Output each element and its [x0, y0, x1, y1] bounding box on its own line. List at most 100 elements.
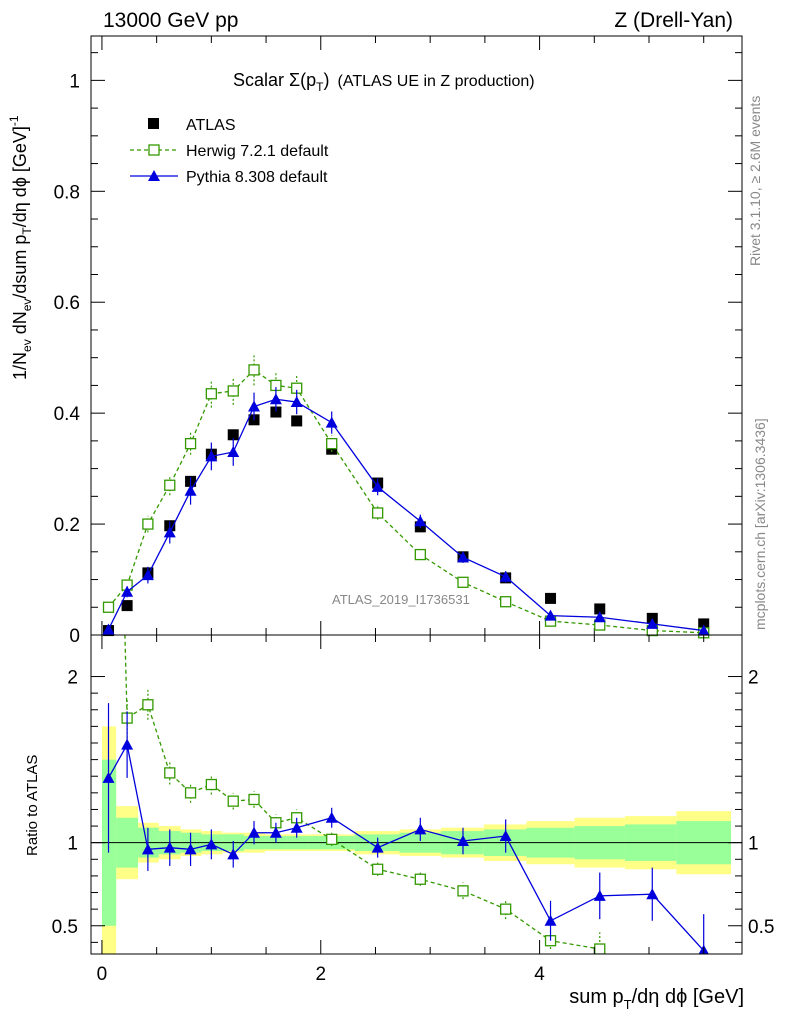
herwig-point [227, 385, 239, 397]
pythia-point [544, 609, 557, 621]
pythia-ratio-point [121, 738, 134, 750]
pythia-ratio-point [325, 811, 338, 823]
herwig-ratio-point [164, 767, 176, 779]
pythia-ratio-point [184, 843, 197, 855]
main-y-axis-label: 1/Nev dNev/dsum pT/dη dϕ [GeV]-1 [7, 115, 34, 380]
ratio-panel [90, 634, 743, 955]
pythia-point [371, 480, 384, 492]
herwig-ratio-point [500, 903, 512, 915]
pythia-point [184, 484, 197, 496]
legend-herwig-label: Herwig 7.2.1 default [186, 143, 329, 160]
legend-atlas-label: ATLAS [186, 117, 236, 134]
atlas-data-point [594, 603, 606, 615]
pythia-point [457, 551, 469, 563]
pythia-point [325, 416, 338, 428]
pythia-point [697, 624, 710, 636]
herwig-point [326, 438, 338, 450]
pythia-point [102, 623, 115, 635]
atlas-data-point [227, 429, 239, 441]
pythia-ratio-point [290, 821, 303, 833]
herwig-ratio-point [594, 943, 606, 954]
herwig-point [248, 364, 260, 376]
herwig-point [142, 518, 154, 530]
pythia-point [499, 570, 512, 582]
pythia-ratio-point [141, 843, 154, 855]
atlas-data-point [270, 406, 282, 418]
herwig-point [500, 596, 512, 608]
mcplots-label: mcplots.cern.ch [arXiv:1306.3436] [752, 418, 768, 630]
herwig-ratio-point [184, 787, 197, 799]
herwig-point [102, 601, 115, 613]
x-axis-label: sum pT/dη dϕ [GeV] [569, 986, 744, 1012]
rivet-label: Rivet 3.1.10, ≥ 2.6M events [747, 96, 763, 266]
pythia-point [593, 611, 606, 623]
atlas-data-point [121, 600, 133, 612]
herwig-ratio-point [142, 699, 154, 711]
header-right: Z (Drell-Yan) [614, 9, 733, 32]
pythia-ratio-point [414, 823, 427, 835]
herwig-point [414, 548, 426, 561]
pythia-point [290, 396, 303, 408]
legend: ATLAS Herwig 7.2.1 default Pythia 8.308 … [130, 117, 329, 186]
main-plot-layer: 0 0.2 0.4 0.6 0.8 1 [54, 36, 742, 647]
pythia-ratio-point [248, 826, 261, 838]
pythia-ratio-point [544, 914, 557, 926]
analysis-watermark: ATLAS_2019_I1736531 [332, 592, 470, 607]
pythia-ratio-point [646, 888, 659, 900]
ratio-y-axis-label: Ratio to ATLAS [24, 755, 41, 856]
pythia-point [205, 450, 218, 462]
legend-pythia-marker [148, 170, 160, 181]
legend-herwig-marker [148, 144, 160, 156]
pythia-point [163, 526, 176, 538]
ratio-y-tick-label: 2 [67, 668, 78, 689]
herwig-ratio-point [248, 793, 260, 806]
plot-title: Scalar Σ(pT) (ATLAS UE in Z production) [233, 70, 535, 94]
ratio-y-tick-label-right: 1 [748, 834, 759, 855]
pythia-point [227, 445, 240, 457]
pythia-point [141, 569, 154, 581]
pythia-ratio-point [163, 841, 176, 853]
ratio-inner [91, 635, 742, 954]
herwig-point [164, 479, 176, 491]
x-tick-label: 4 [534, 964, 545, 985]
main-y-tick-label: 0.8 [54, 182, 80, 203]
pythia-point [121, 585, 134, 597]
ratio-plot-layer: 0.5 0.5 1 1 2 2 0 2 4 [52, 635, 774, 985]
herwig-point [457, 576, 469, 588]
pythia-point [646, 617, 659, 629]
pythia-ratio-point [269, 826, 282, 838]
header-left: 13000 GeV pp [103, 9, 238, 32]
ratio-y-tick-label-right: 2 [748, 668, 759, 689]
herwig-ratio-point [372, 863, 384, 875]
herwig-ratio-line [124, 635, 600, 950]
pythia-ratio-point [205, 838, 218, 850]
pythia-ratio-point [593, 889, 606, 901]
herwig-ratio-point [457, 885, 469, 897]
pythia-ratio-point [227, 848, 240, 860]
herwig-point [184, 438, 197, 450]
main-y-tick-label: 1 [69, 71, 80, 92]
herwig-ratio-point [227, 795, 239, 807]
herwig-ratio-point [326, 833, 338, 846]
main-y-tick-label: 0.6 [54, 293, 80, 314]
herwig-point [205, 388, 218, 400]
main-y-tick-label: 0 [69, 626, 80, 647]
legend-atlas-marker [148, 118, 159, 129]
main-y-tick-label: 0.2 [54, 515, 80, 536]
pythia-point [269, 393, 282, 405]
pythia-ratio-point [371, 841, 384, 853]
legend-pythia-label: Pythia 8.308 default [186, 169, 328, 186]
main-y-tick-label: 0.4 [54, 404, 81, 425]
x-tick-label: 2 [315, 964, 326, 985]
ratio-y-tick-label: 1 [67, 834, 78, 855]
atlas-data-point [698, 618, 710, 630]
atlas-data-point [291, 415, 303, 427]
pythia-ratio-point [457, 835, 469, 847]
herwig-ratio-point [205, 778, 218, 791]
x-tick-label: 0 [97, 964, 108, 985]
herwig-ratio-point [414, 873, 426, 885]
pythia-point [414, 515, 427, 527]
pythia-point [248, 400, 261, 412]
pythia-ratio-point [102, 771, 115, 783]
